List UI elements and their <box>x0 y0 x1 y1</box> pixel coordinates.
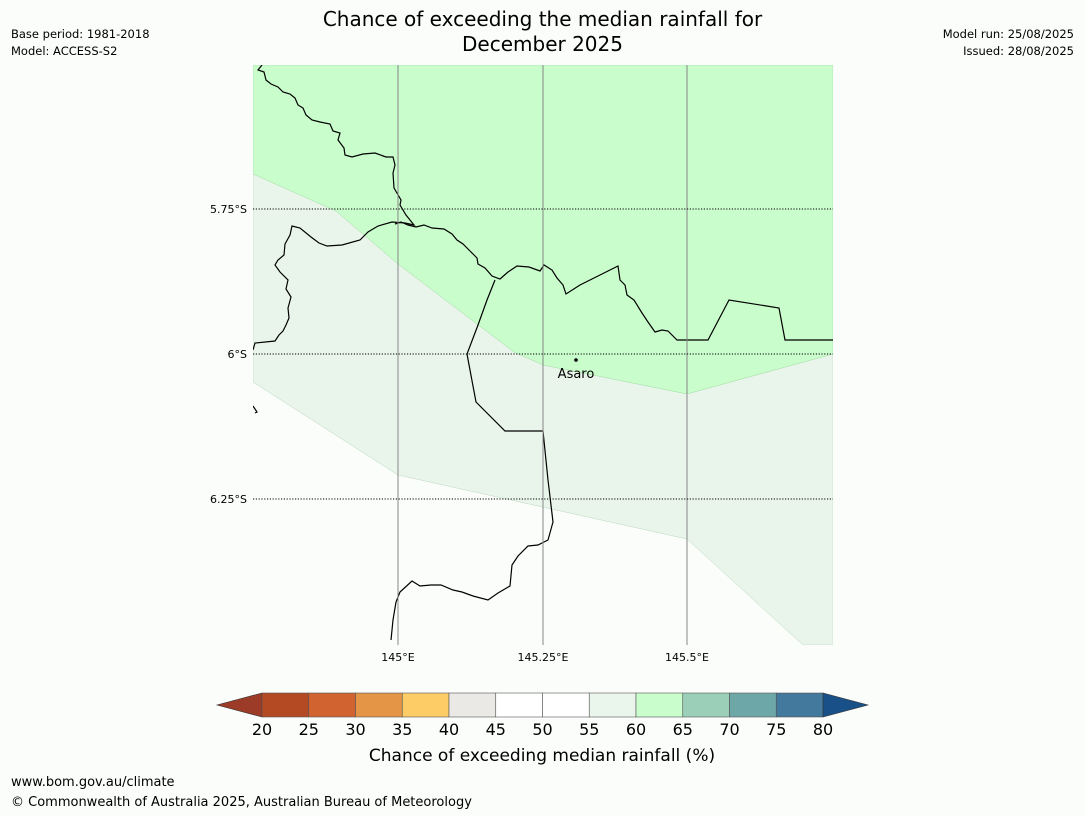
coastline <box>253 65 833 641</box>
colorbar-tick-label: 20 <box>252 720 272 739</box>
lat-labels: 5.75°S 6°S 6.25°S <box>210 203 247 506</box>
colorbar-segment <box>355 692 403 718</box>
lon-label: 145.5°E <box>665 651 709 664</box>
colorbar-segment <box>308 692 356 718</box>
colorbar-segment <box>542 692 590 718</box>
meta-right: Model run: 25/08/2025 Issued: 28/08/2025 <box>943 26 1074 60</box>
colorbar-tick-label: 55 <box>579 720 599 739</box>
colorbar-tick-label: 50 <box>532 720 552 739</box>
colorbar-tick-label: 75 <box>766 720 786 739</box>
colorbar-tick-label: 80 <box>813 720 833 739</box>
lat-label: 6.25°S <box>210 493 247 506</box>
model-name: Model: ACCESS-S2 <box>11 44 118 58</box>
colorbar-segment <box>635 692 684 718</box>
title-line-2: December 2025 <box>462 32 623 56</box>
lat-label: 6°S <box>228 348 247 361</box>
lon-label: 145.25°E <box>518 651 569 664</box>
colorbar-tick-label: 30 <box>345 720 365 739</box>
title-line-1: Chance of exceeding the median rainfall … <box>322 7 763 31</box>
colorbar-segment <box>775 692 824 718</box>
lon-labels: 145°E 145.25°E 145.5°E <box>381 651 709 664</box>
meridians <box>397 65 688 645</box>
colorbar-tick-label: 60 <box>626 720 646 739</box>
colorbar-tick-label: 70 <box>719 720 739 739</box>
lat-label: 5.75°S <box>210 203 247 216</box>
map-title: Chance of exceeding the median rainfall … <box>0 7 1085 57</box>
lon-label: 145°E <box>381 651 414 664</box>
colorbar-segment <box>401 692 450 718</box>
colorbar-segment <box>682 692 730 718</box>
colorbar-segment <box>729 692 777 718</box>
issued-date: Issued: 28/08/2025 <box>963 44 1074 58</box>
colorbar-tick-label: 45 <box>486 720 506 739</box>
place-label: Asaro <box>558 367 595 382</box>
map-frame: Asaro <box>253 65 833 645</box>
colorbar-tick-label: 40 <box>439 720 459 739</box>
colorbar-segment <box>495 692 543 718</box>
place-marker <box>574 358 578 362</box>
base-period: Base period: 1981-2018 <box>11 27 150 41</box>
colorbar-tick-label: 25 <box>299 720 319 739</box>
colorbar-segment <box>261 692 310 718</box>
footer-url: www.bom.gov.au/climate <box>11 775 175 790</box>
colorbar-tick-label: 35 <box>392 720 412 739</box>
colorbar-title: Chance of exceeding median rainfall (%) <box>369 746 715 766</box>
colorbar-extend-low <box>215 692 263 718</box>
footer-copyright: © Commonwealth of Australia 2025, Austra… <box>11 795 472 810</box>
colorbar-tick-label: 65 <box>673 720 693 739</box>
colorbar-segment <box>588 692 637 718</box>
model-run: Model run: 25/08/2025 <box>942 27 1074 41</box>
meta-left: Base period: 1981-2018 Model: ACCESS-S2 <box>11 26 150 60</box>
colorbar: 20 25 30 35 40 45 50 55 60 65 70 75 80 <box>215 692 870 739</box>
colorbar-segment <box>448 692 497 718</box>
colorbar-extend-high <box>822 692 870 718</box>
